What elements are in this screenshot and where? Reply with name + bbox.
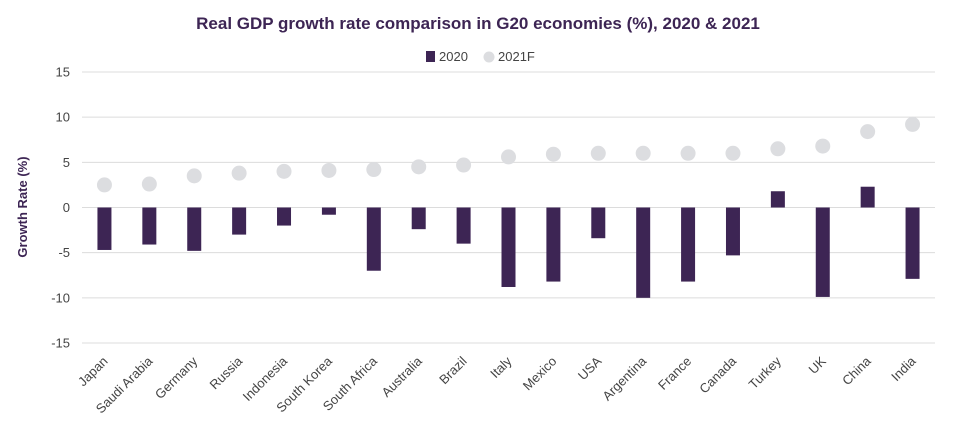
y-tick-label: 10 bbox=[56, 110, 70, 125]
x-tick-label: China bbox=[839, 353, 874, 388]
y-tick-label: -5 bbox=[58, 245, 70, 260]
x-tick-label: Argentina bbox=[599, 353, 650, 404]
x-tick-label: Germany bbox=[152, 353, 201, 402]
bar-2020 bbox=[456, 207, 471, 244]
point-2021f bbox=[141, 176, 157, 192]
bar-2020 bbox=[232, 207, 247, 235]
x-tick-label: India bbox=[888, 353, 919, 384]
chart-title: Real GDP growth rate comparison in G20 e… bbox=[196, 14, 760, 33]
x-tick-label: Italy bbox=[487, 353, 515, 381]
legend: 2020 2021F bbox=[426, 49, 535, 64]
point-2021f bbox=[276, 163, 292, 179]
y-tick-label: 15 bbox=[56, 65, 70, 80]
legend-swatch-2021f bbox=[483, 51, 495, 63]
bar-2020 bbox=[187, 207, 202, 251]
x-tick-label: Australia bbox=[378, 353, 425, 400]
x-tick-label: Turkey bbox=[746, 353, 785, 392]
point-2021f bbox=[725, 145, 741, 161]
point-2021f bbox=[321, 162, 337, 178]
y-tick-label: -10 bbox=[51, 290, 70, 305]
point-2021f bbox=[815, 138, 831, 154]
point-2021f bbox=[366, 162, 382, 178]
x-tick-label: UK bbox=[806, 353, 830, 377]
x-tick-label: Canada bbox=[696, 353, 739, 396]
legend-swatch-2020 bbox=[426, 51, 435, 62]
bar-2020 bbox=[860, 186, 875, 208]
bar-2020 bbox=[770, 191, 785, 208]
x-tick-label: France bbox=[655, 354, 694, 393]
bar-2020 bbox=[97, 207, 112, 250]
bar-2020 bbox=[725, 207, 740, 256]
point-2021f bbox=[186, 168, 202, 184]
bar-2020 bbox=[905, 207, 920, 279]
bar-2020 bbox=[277, 207, 292, 226]
bar-2020 bbox=[142, 207, 157, 245]
x-tick-label: Mexico bbox=[520, 354, 560, 394]
point-2021f bbox=[545, 146, 561, 162]
bar-2020 bbox=[636, 207, 651, 298]
point-2021f bbox=[590, 145, 606, 161]
y-tick-label: -15 bbox=[51, 336, 70, 351]
point-2021f bbox=[411, 159, 427, 175]
y-axis-label: Growth Rate (%) bbox=[15, 156, 30, 257]
points-2021f bbox=[96, 116, 921, 193]
point-2021f bbox=[905, 116, 921, 132]
point-2021f bbox=[680, 145, 696, 161]
y-tick-label: 5 bbox=[63, 155, 70, 170]
point-2021f bbox=[96, 177, 112, 193]
point-2021f bbox=[635, 145, 651, 161]
x-tick-label: Russia bbox=[207, 353, 246, 392]
bars-2020 bbox=[97, 186, 920, 298]
bar-2020 bbox=[321, 207, 336, 215]
point-2021f bbox=[456, 157, 472, 173]
point-2021f bbox=[770, 141, 786, 157]
point-2021f bbox=[231, 165, 247, 181]
bar-2020 bbox=[501, 207, 516, 287]
legend-label-2020: 2020 bbox=[439, 49, 468, 64]
y-tick-label: 0 bbox=[63, 200, 70, 215]
bar-2020 bbox=[591, 207, 606, 239]
point-2021f bbox=[860, 124, 876, 140]
x-tick-label: Japan bbox=[75, 354, 111, 390]
bar-2020 bbox=[546, 207, 561, 282]
point-2021f bbox=[501, 149, 516, 165]
bar-2020 bbox=[815, 207, 830, 297]
legend-label-2021f: 2021F bbox=[498, 49, 535, 64]
y-axis-ticks: 15 10 5 0 -5 -10 -15 bbox=[51, 65, 70, 351]
x-tick-label: USA bbox=[575, 353, 605, 383]
bar-2020 bbox=[366, 207, 381, 271]
bar-2020 bbox=[681, 207, 696, 282]
x-tick-label: Brazil bbox=[436, 353, 470, 387]
bar-2020 bbox=[411, 207, 426, 230]
